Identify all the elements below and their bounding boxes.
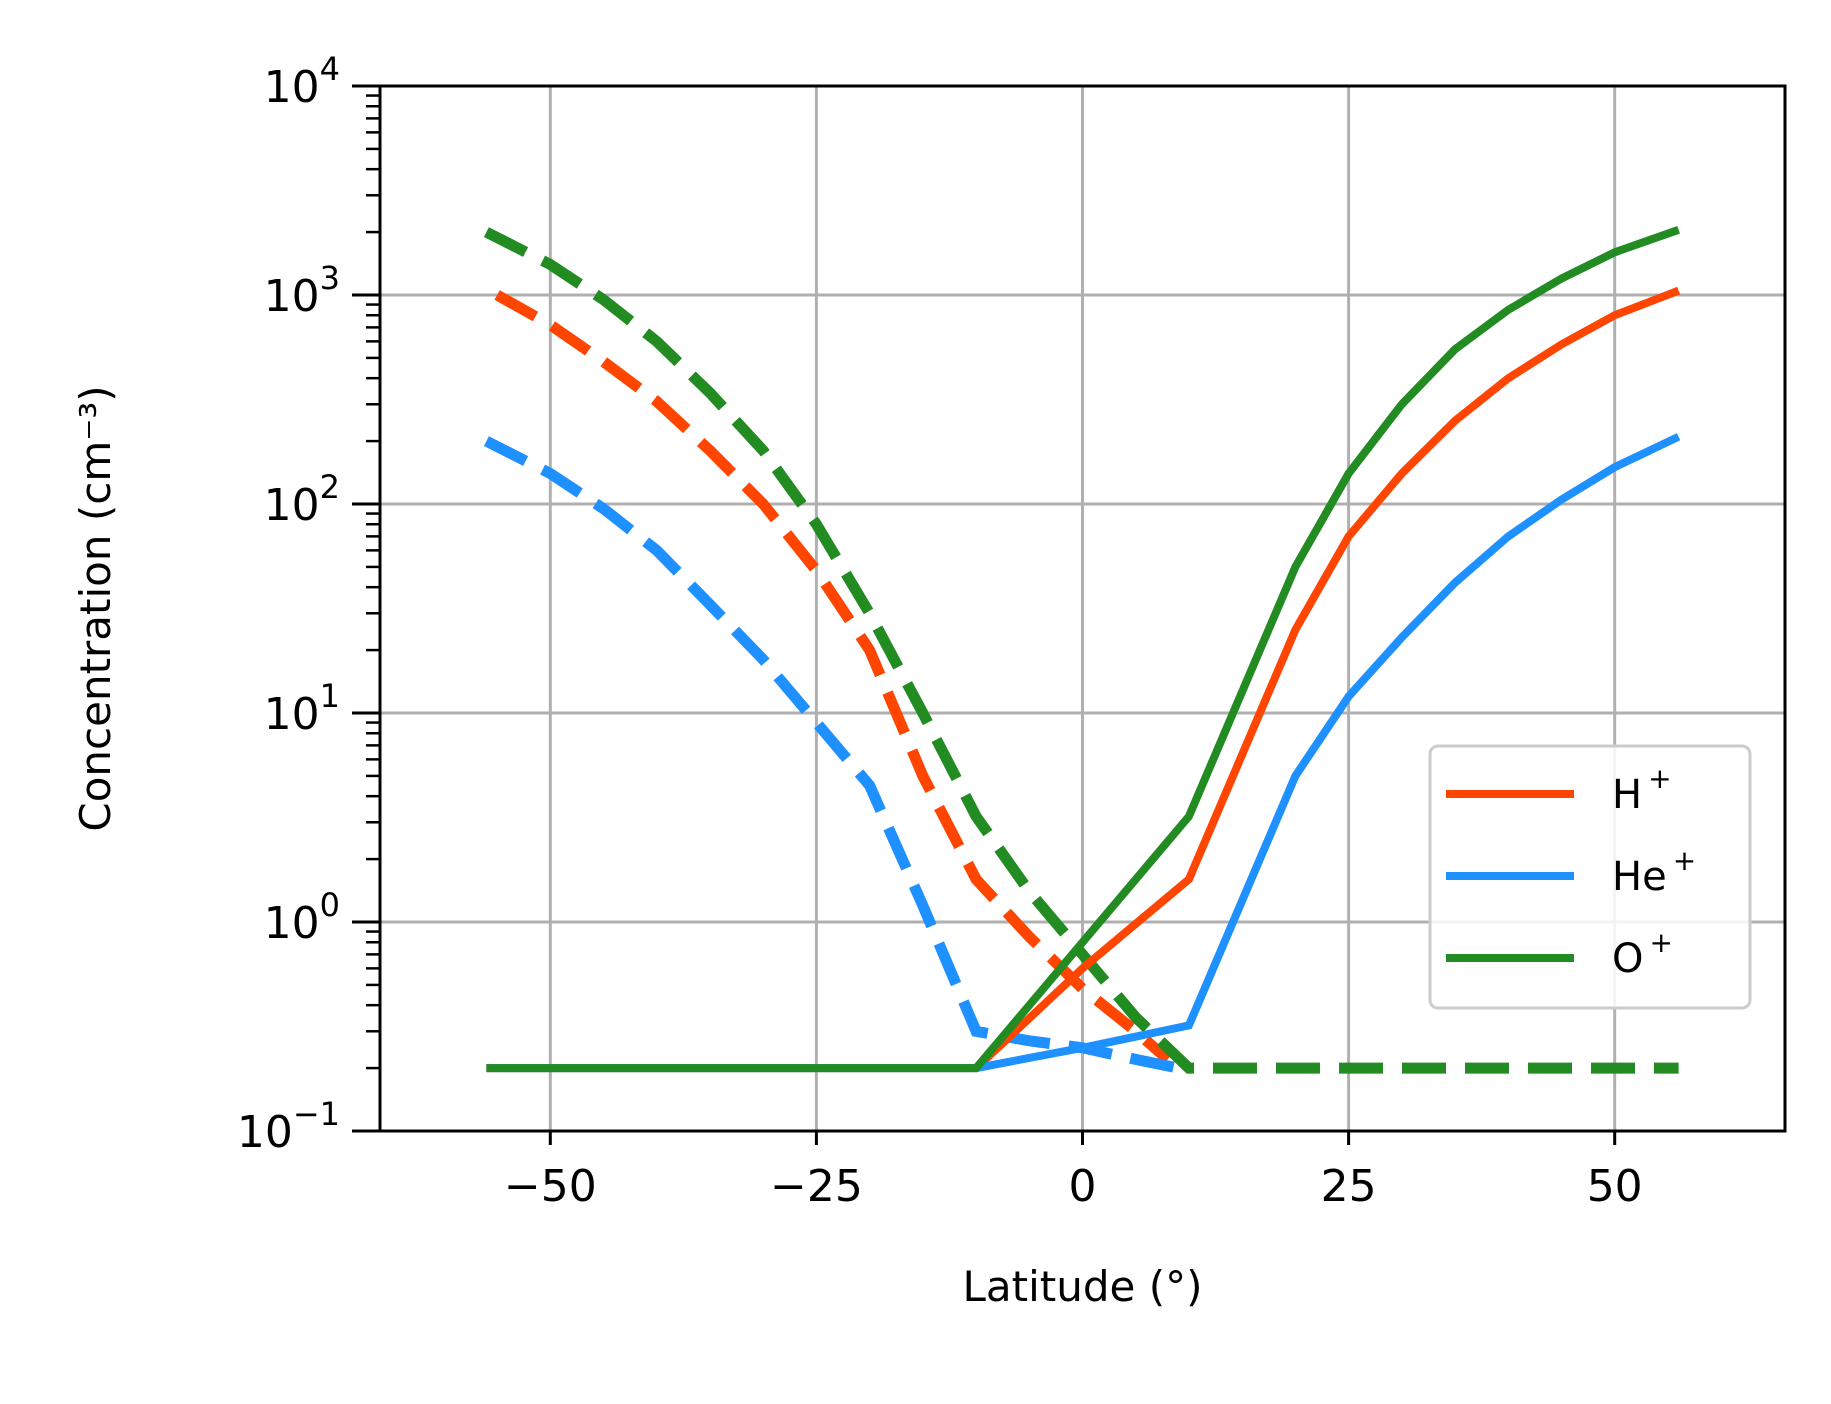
series-2-dashed-line (483, 227, 1679, 1074)
y-tick-label: 102 (264, 468, 340, 531)
series-2-solid-line (486, 226, 1680, 1073)
series-layer (483, 226, 1681, 1074)
x-tick-label: 50 (1587, 1161, 1643, 1212)
series-1-solid-line (486, 433, 1681, 1073)
legend: H + He + O + (1428, 744, 1752, 1010)
legend-label: O + (1612, 926, 1673, 982)
x-axis: −50 −25 0 25 50 (504, 1131, 1643, 1212)
x-axis-label: Latitude (°) (963, 1262, 1203, 1311)
y-axis: 10−1 100 101 102 103 104 (237, 50, 380, 1158)
x-tick-label: −50 (504, 1161, 597, 1212)
legend-box (1428, 744, 1752, 1010)
y-tick-label: 100 (264, 886, 340, 949)
y-tick-label: 101 (264, 677, 340, 740)
legend-label: H + (1612, 762, 1672, 818)
y-tick-label: 103 (264, 259, 340, 322)
x-tick-label: 0 (1069, 1161, 1097, 1212)
x-tick-label: 25 (1321, 1161, 1377, 1212)
y-axis-label: Concentration (cm⁻³) (71, 385, 120, 831)
y-tick-label: 104 (264, 50, 340, 113)
series-0-dashed-line (494, 290, 1172, 1064)
x-tick-label: −25 (770, 1161, 863, 1212)
legend-label: He + (1612, 844, 1696, 900)
y-tick-label: 10−1 (237, 1095, 340, 1158)
series-0-solid-line (486, 286, 1681, 1073)
